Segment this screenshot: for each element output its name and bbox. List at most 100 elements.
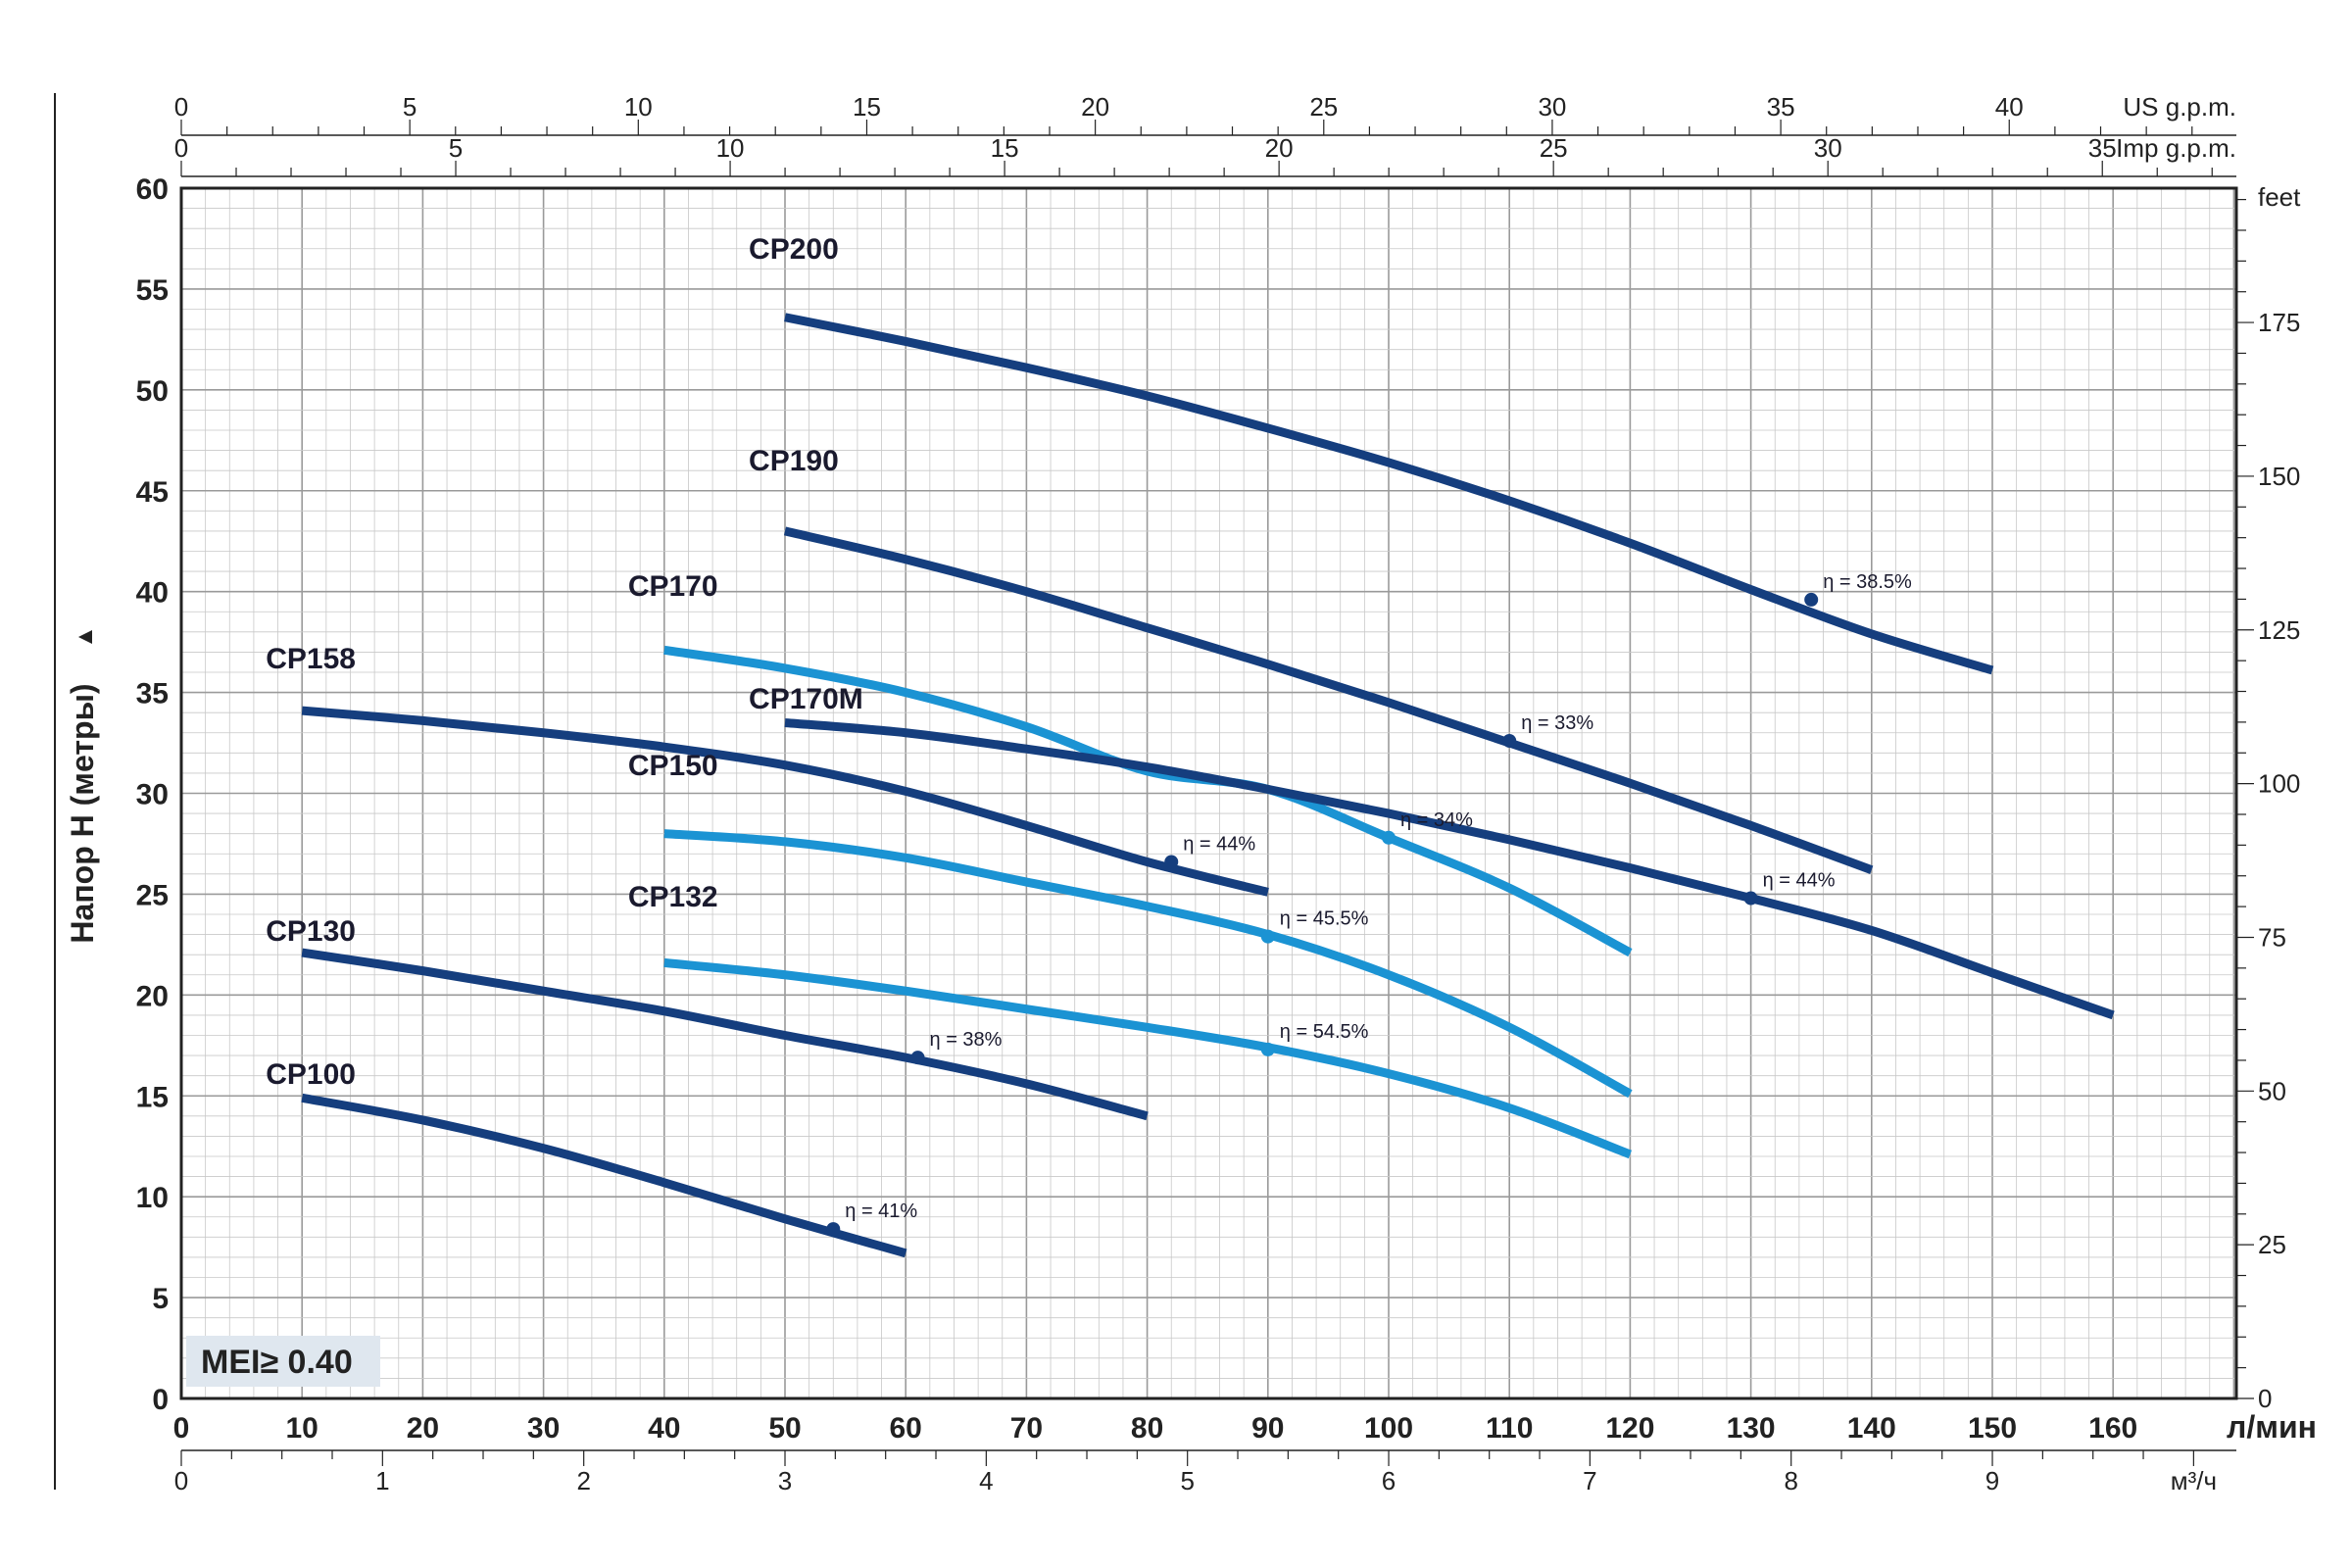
feet-tick-label: 125 <box>2258 615 2300 645</box>
us-gpm-axis-tick-label: 30 <box>1538 92 1566 122</box>
series-label-cp132: CP132 <box>628 881 718 913</box>
imp-gpm-axis-tick-label: 10 <box>716 133 745 163</box>
m3h-axis-tick-label: 6 <box>1382 1466 1396 1495</box>
series-line-cp130 <box>301 948 1149 1121</box>
series-label-cp190: CP190 <box>749 445 839 477</box>
series-line-cp170m <box>784 717 2115 1020</box>
x-tick-label: 150 <box>1968 1412 2017 1445</box>
series-label-cp158: CP158 <box>266 643 356 675</box>
x-tick-label: 90 <box>1251 1412 1284 1445</box>
feet-axis-label: feet <box>2258 182 2301 212</box>
m3h-axis-tick-label: 2 <box>576 1466 590 1495</box>
series-group <box>301 313 2115 1258</box>
efficiency-label-cp130: η = 38% <box>930 1029 1003 1051</box>
x-tick-label: 40 <box>648 1412 680 1445</box>
us-gpm-axis-tick-label: 5 <box>403 92 416 122</box>
efficiency-point-cp158 <box>1164 855 1179 869</box>
m3h-axis-tick-label: 4 <box>979 1466 993 1495</box>
m3h-axis-tick-label: 0 <box>174 1466 188 1495</box>
x-axis-label: л/мин <box>2227 1409 2317 1445</box>
us-gpm-axis-tick-label: 35 <box>1767 92 1795 122</box>
mei-badge-text: MEI≥ 0.40 <box>201 1344 353 1381</box>
series-line-cp190 <box>783 526 1874 874</box>
efficiency-point-cp200 <box>1804 592 1819 607</box>
y-tick-label: 5 <box>152 1283 169 1315</box>
x-tick-label: 20 <box>407 1412 439 1445</box>
feet-tick-label: 0 <box>2258 1384 2272 1413</box>
imp-gpm-axis-tick-label: 35 <box>2088 133 2117 163</box>
y-tick-label: 35 <box>136 678 169 710</box>
efficiency-label-cp190: η = 33% <box>1521 712 1593 734</box>
grid <box>180 187 2236 1399</box>
imp-gpm-axis-tick-label: 30 <box>1814 133 1842 163</box>
m3h-axis-tick-label: 8 <box>1784 1466 1797 1495</box>
us-gpm-axis-tick-label: 15 <box>853 92 881 122</box>
efficiency-label-cp100: η = 41% <box>845 1200 917 1222</box>
series-label-cp200: CP200 <box>749 233 839 266</box>
us-gpm-axis-tick-label: 25 <box>1309 92 1338 122</box>
series-line-cp100 <box>301 1093 907 1258</box>
efficiency-point-cp132 <box>1260 1042 1275 1056</box>
x-tick-label: 10 <box>286 1412 318 1445</box>
efficiency-label-cp132: η = 54.5% <box>1280 1021 1369 1043</box>
us-gpm-axis-tick-label: 40 <box>1995 92 2024 122</box>
x-tick-label: 0 <box>173 1412 190 1445</box>
m3h-axis-tick-label: 9 <box>1985 1466 1999 1495</box>
m3h-axis-tick-label: 5 <box>1180 1466 1194 1495</box>
us-gpm-axis-tick-label: 10 <box>624 92 653 122</box>
y-tick-label: 10 <box>136 1182 169 1214</box>
efficiency-point-cp100 <box>826 1222 841 1237</box>
y-tick-label: 60 <box>136 173 169 206</box>
x-tick-label: 80 <box>1131 1412 1163 1445</box>
feet-tick-label: 175 <box>2258 308 2300 337</box>
series-label-cp170m: CP170M <box>749 683 863 715</box>
axes: 0 10 20 30 40 50 60 70 80 90 100 110 120 130 140 150 160… <box>136 92 2317 1495</box>
efficiency-label-cp170m: η = 44% <box>1763 870 1836 892</box>
y-tick-label: 25 <box>136 879 169 911</box>
x-tick-label: 130 <box>1727 1412 1776 1445</box>
y-tick-label: 0 <box>152 1384 169 1416</box>
y-axis-label: Напор Н (метры) <box>65 683 100 943</box>
feet-tick-label: 150 <box>2258 462 2300 491</box>
x-tick-label: 100 <box>1364 1412 1413 1445</box>
efficiency-label-cp170: η = 34% <box>1400 809 1473 831</box>
us-gpm-axis-tick-label: 0 <box>174 92 188 122</box>
imp-gpm-axis-tick-label: 5 <box>449 133 463 163</box>
x-tick-label: 120 <box>1605 1412 1654 1445</box>
series-label-cp100: CP100 <box>266 1058 356 1091</box>
series-line-cp200 <box>784 313 1994 675</box>
efficiency-point-cp170m <box>1743 891 1758 906</box>
series-label-cp150: CP150 <box>628 750 718 782</box>
series-line-cp132 <box>663 957 1633 1159</box>
us-gpm-axis-label: US g.p.m. <box>2123 92 2236 122</box>
feet-tick-label: 25 <box>2258 1230 2286 1259</box>
y-tick-label: 45 <box>136 476 169 509</box>
plot-frame <box>179 186 2238 1400</box>
imp-gpm-axis-tick-label: 0 <box>174 133 188 163</box>
imp-gpm-axis-tick-label: 15 <box>991 133 1019 163</box>
x-tick-label: 110 <box>1486 1412 1533 1445</box>
x-tick-label: 30 <box>527 1412 560 1445</box>
x-tick-label: 140 <box>1847 1412 1896 1445</box>
feet-tick-label: 75 <box>2258 922 2286 952</box>
efficiency-label-cp158: η = 44% <box>1183 833 1255 855</box>
m3h-axis-tick-label: 3 <box>778 1466 792 1495</box>
y-tick-label: 20 <box>136 980 169 1012</box>
mei-badge: MEI≥ 0.40 <box>186 1336 380 1387</box>
x-tick-label: 160 <box>2088 1412 2137 1445</box>
y-axis-arrow: ▲ <box>72 625 98 649</box>
m3h-axis-tick-label: 7 <box>1583 1466 1596 1495</box>
y-tick-label: 40 <box>136 577 169 610</box>
series-line-cp150 <box>663 829 1633 1099</box>
series-line-cp158 <box>301 706 1269 897</box>
labels-group: η = 38.5% CP200 η = 33% CP190 η = 34% CP170 η … <box>266 233 1912 1222</box>
y-tick-label: 15 <box>136 1081 169 1113</box>
imp-gpm-axis-tick-label: 20 <box>1265 133 1294 163</box>
x-tick-label: 50 <box>768 1412 801 1445</box>
y-tick-label: 30 <box>136 779 169 811</box>
m3h-axis-label: м³/ч <box>2171 1466 2217 1495</box>
imp-gpm-axis-label: Imp g.p.m. <box>2116 133 2236 163</box>
us-gpm-axis-tick-label: 20 <box>1081 92 1109 122</box>
m3h-axis-tick-label: 1 <box>375 1466 389 1495</box>
